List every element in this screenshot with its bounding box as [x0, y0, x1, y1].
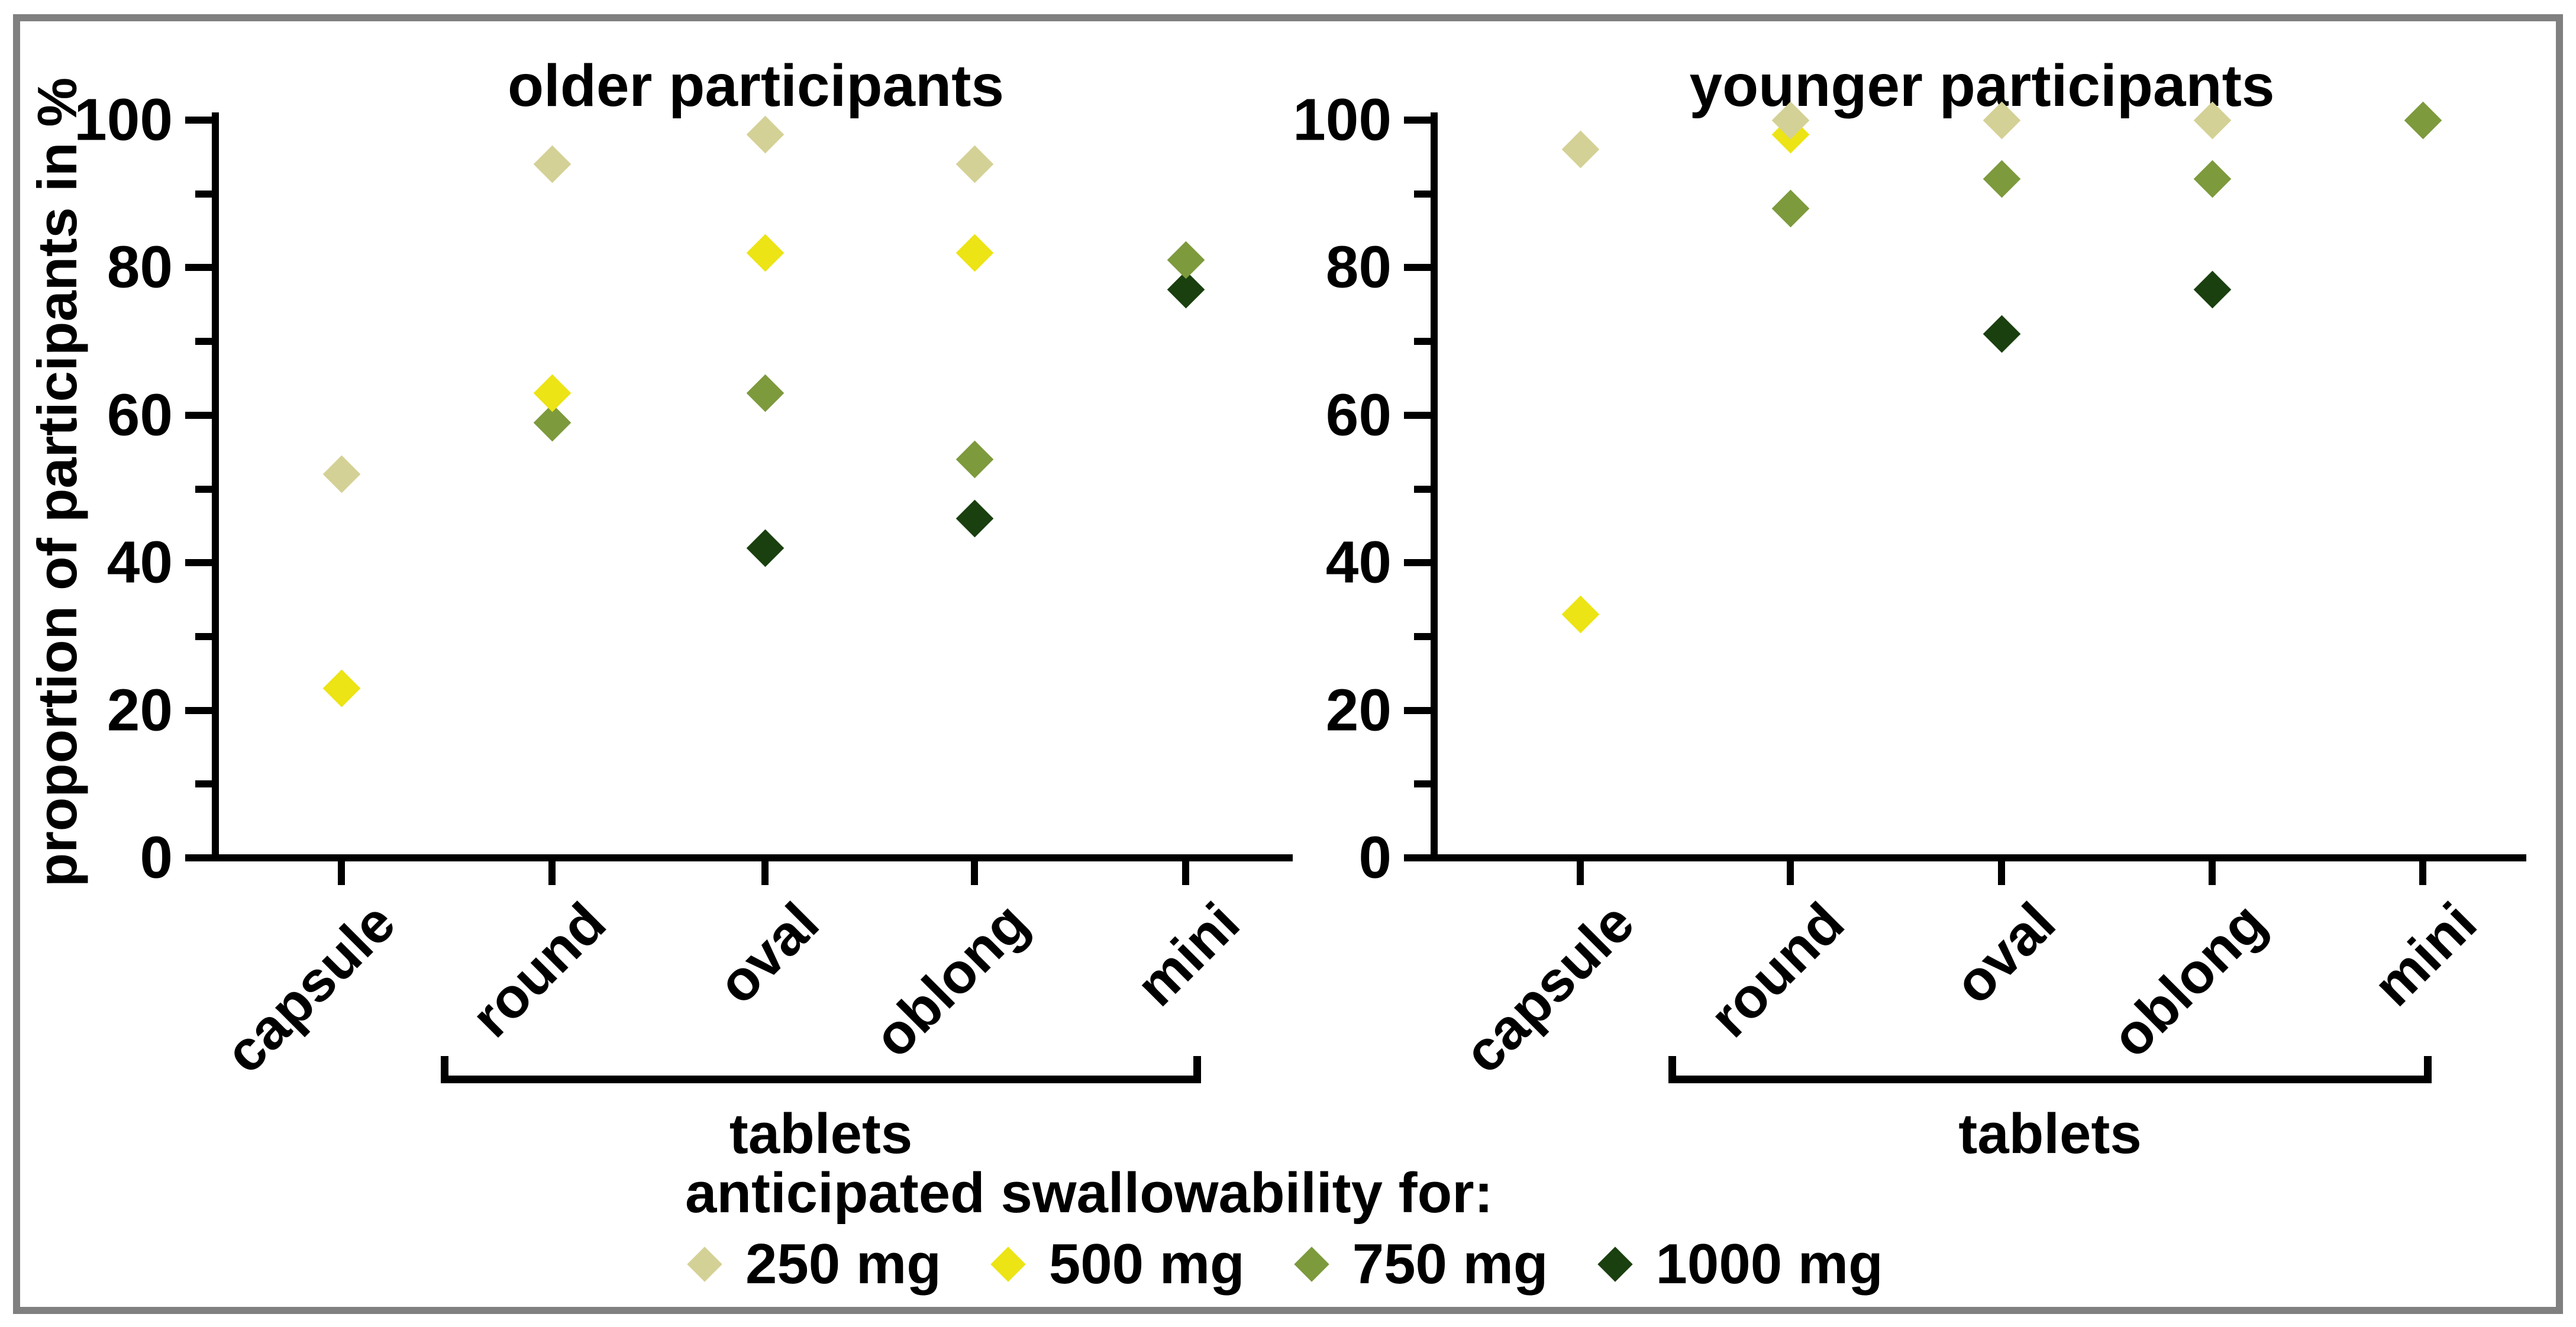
- y-major-tick: [185, 854, 212, 861]
- y-major-tick: [1404, 117, 1431, 124]
- y-tick-label: 40: [106, 529, 173, 596]
- y-minor-tick: [195, 485, 212, 493]
- tablets-bracket-end: [2424, 1056, 2432, 1083]
- tablets-bracket: [1668, 1076, 2432, 1083]
- x-tick: [971, 861, 978, 885]
- legend-item-1000mg: 1000 mg: [1597, 1232, 1883, 1297]
- panel-title: younger participants: [1689, 53, 2275, 119]
- y-tick-label: 100: [1293, 86, 1392, 153]
- legend-item-label: 500 mg: [1048, 1232, 1245, 1296]
- legend-diamond-icon: [687, 1247, 722, 1282]
- y-major-tick: [185, 411, 212, 419]
- y-minor-tick: [195, 632, 212, 640]
- panel-title: older participants: [507, 53, 1005, 119]
- tablets-bracket-end: [1668, 1056, 1676, 1083]
- tablets-bracket-end: [441, 1056, 448, 1083]
- y-major-tick: [1404, 411, 1431, 419]
- tablets-bracket-label: tablets: [729, 1102, 913, 1165]
- legend-item-250mg: 250 mg: [687, 1232, 941, 1297]
- tablets-bracket-label: tablets: [1958, 1102, 2142, 1165]
- y-major-tick: [1404, 559, 1431, 567]
- y-tick-label: 0: [1358, 824, 1392, 891]
- y-tick-label: 0: [140, 824, 173, 891]
- legend-item-label: 750 mg: [1352, 1232, 1548, 1296]
- legend-item-label: 1000 mg: [1655, 1232, 1883, 1296]
- x-tick: [2209, 861, 2216, 885]
- y-minor-tick: [1414, 338, 1431, 346]
- y-major-tick: [185, 559, 212, 567]
- y-tick-label: 20: [1325, 677, 1392, 744]
- y-tick-label: 20: [106, 677, 173, 744]
- y-tick-label: 40: [1325, 529, 1392, 596]
- y-axis-label: proportion of participants in %: [26, 77, 88, 887]
- x-tick: [2419, 861, 2426, 885]
- y-major-tick: [185, 706, 212, 714]
- x-tick: [761, 861, 769, 885]
- y-tick-label: 60: [1325, 382, 1392, 448]
- y-tick-label: 80: [106, 234, 173, 301]
- legend-item-label: 250 mg: [745, 1232, 941, 1296]
- y-minor-tick: [195, 338, 212, 346]
- y-major-tick: [1404, 706, 1431, 714]
- y-tick-label: 100: [74, 86, 173, 153]
- y-major-tick: [1404, 264, 1431, 272]
- y-minor-tick: [1414, 485, 1431, 493]
- x-axis: [212, 854, 1293, 861]
- tablets-bracket-end: [1193, 1056, 1201, 1083]
- y-axis: [1431, 112, 1438, 861]
- legend-diamond-icon: [990, 1247, 1026, 1282]
- x-tick: [548, 861, 556, 885]
- x-tick: [1787, 861, 1794, 885]
- figure-border: [13, 14, 2563, 1314]
- legend-item-750mg: 750 mg: [1293, 1232, 1548, 1297]
- y-minor-tick: [1414, 190, 1431, 198]
- y-major-tick: [1404, 854, 1431, 861]
- legend-diamond-icon: [1597, 1247, 1633, 1282]
- y-axis: [212, 112, 219, 861]
- legend-diamond-icon: [1293, 1247, 1329, 1282]
- legend: 250 mg 500 mg 750 mg 1000 mg: [687, 1232, 1883, 1297]
- y-tick-label: 60: [106, 382, 173, 448]
- y-minor-tick: [1414, 780, 1431, 788]
- x-tick: [338, 861, 345, 885]
- y-minor-tick: [195, 190, 212, 198]
- y-minor-tick: [195, 780, 212, 788]
- x-axis: [1431, 854, 2526, 861]
- tablets-bracket: [441, 1076, 1201, 1083]
- y-major-tick: [185, 264, 212, 272]
- legend-item-500mg: 500 mg: [990, 1232, 1245, 1297]
- y-tick-label: 80: [1325, 234, 1392, 301]
- x-tick: [1182, 861, 1189, 885]
- y-major-tick: [185, 117, 212, 124]
- x-tick: [1998, 861, 2005, 885]
- y-minor-tick: [1414, 632, 1431, 640]
- x-tick: [1577, 861, 1584, 885]
- legend-title: anticipated swallowability for:: [685, 1161, 1493, 1225]
